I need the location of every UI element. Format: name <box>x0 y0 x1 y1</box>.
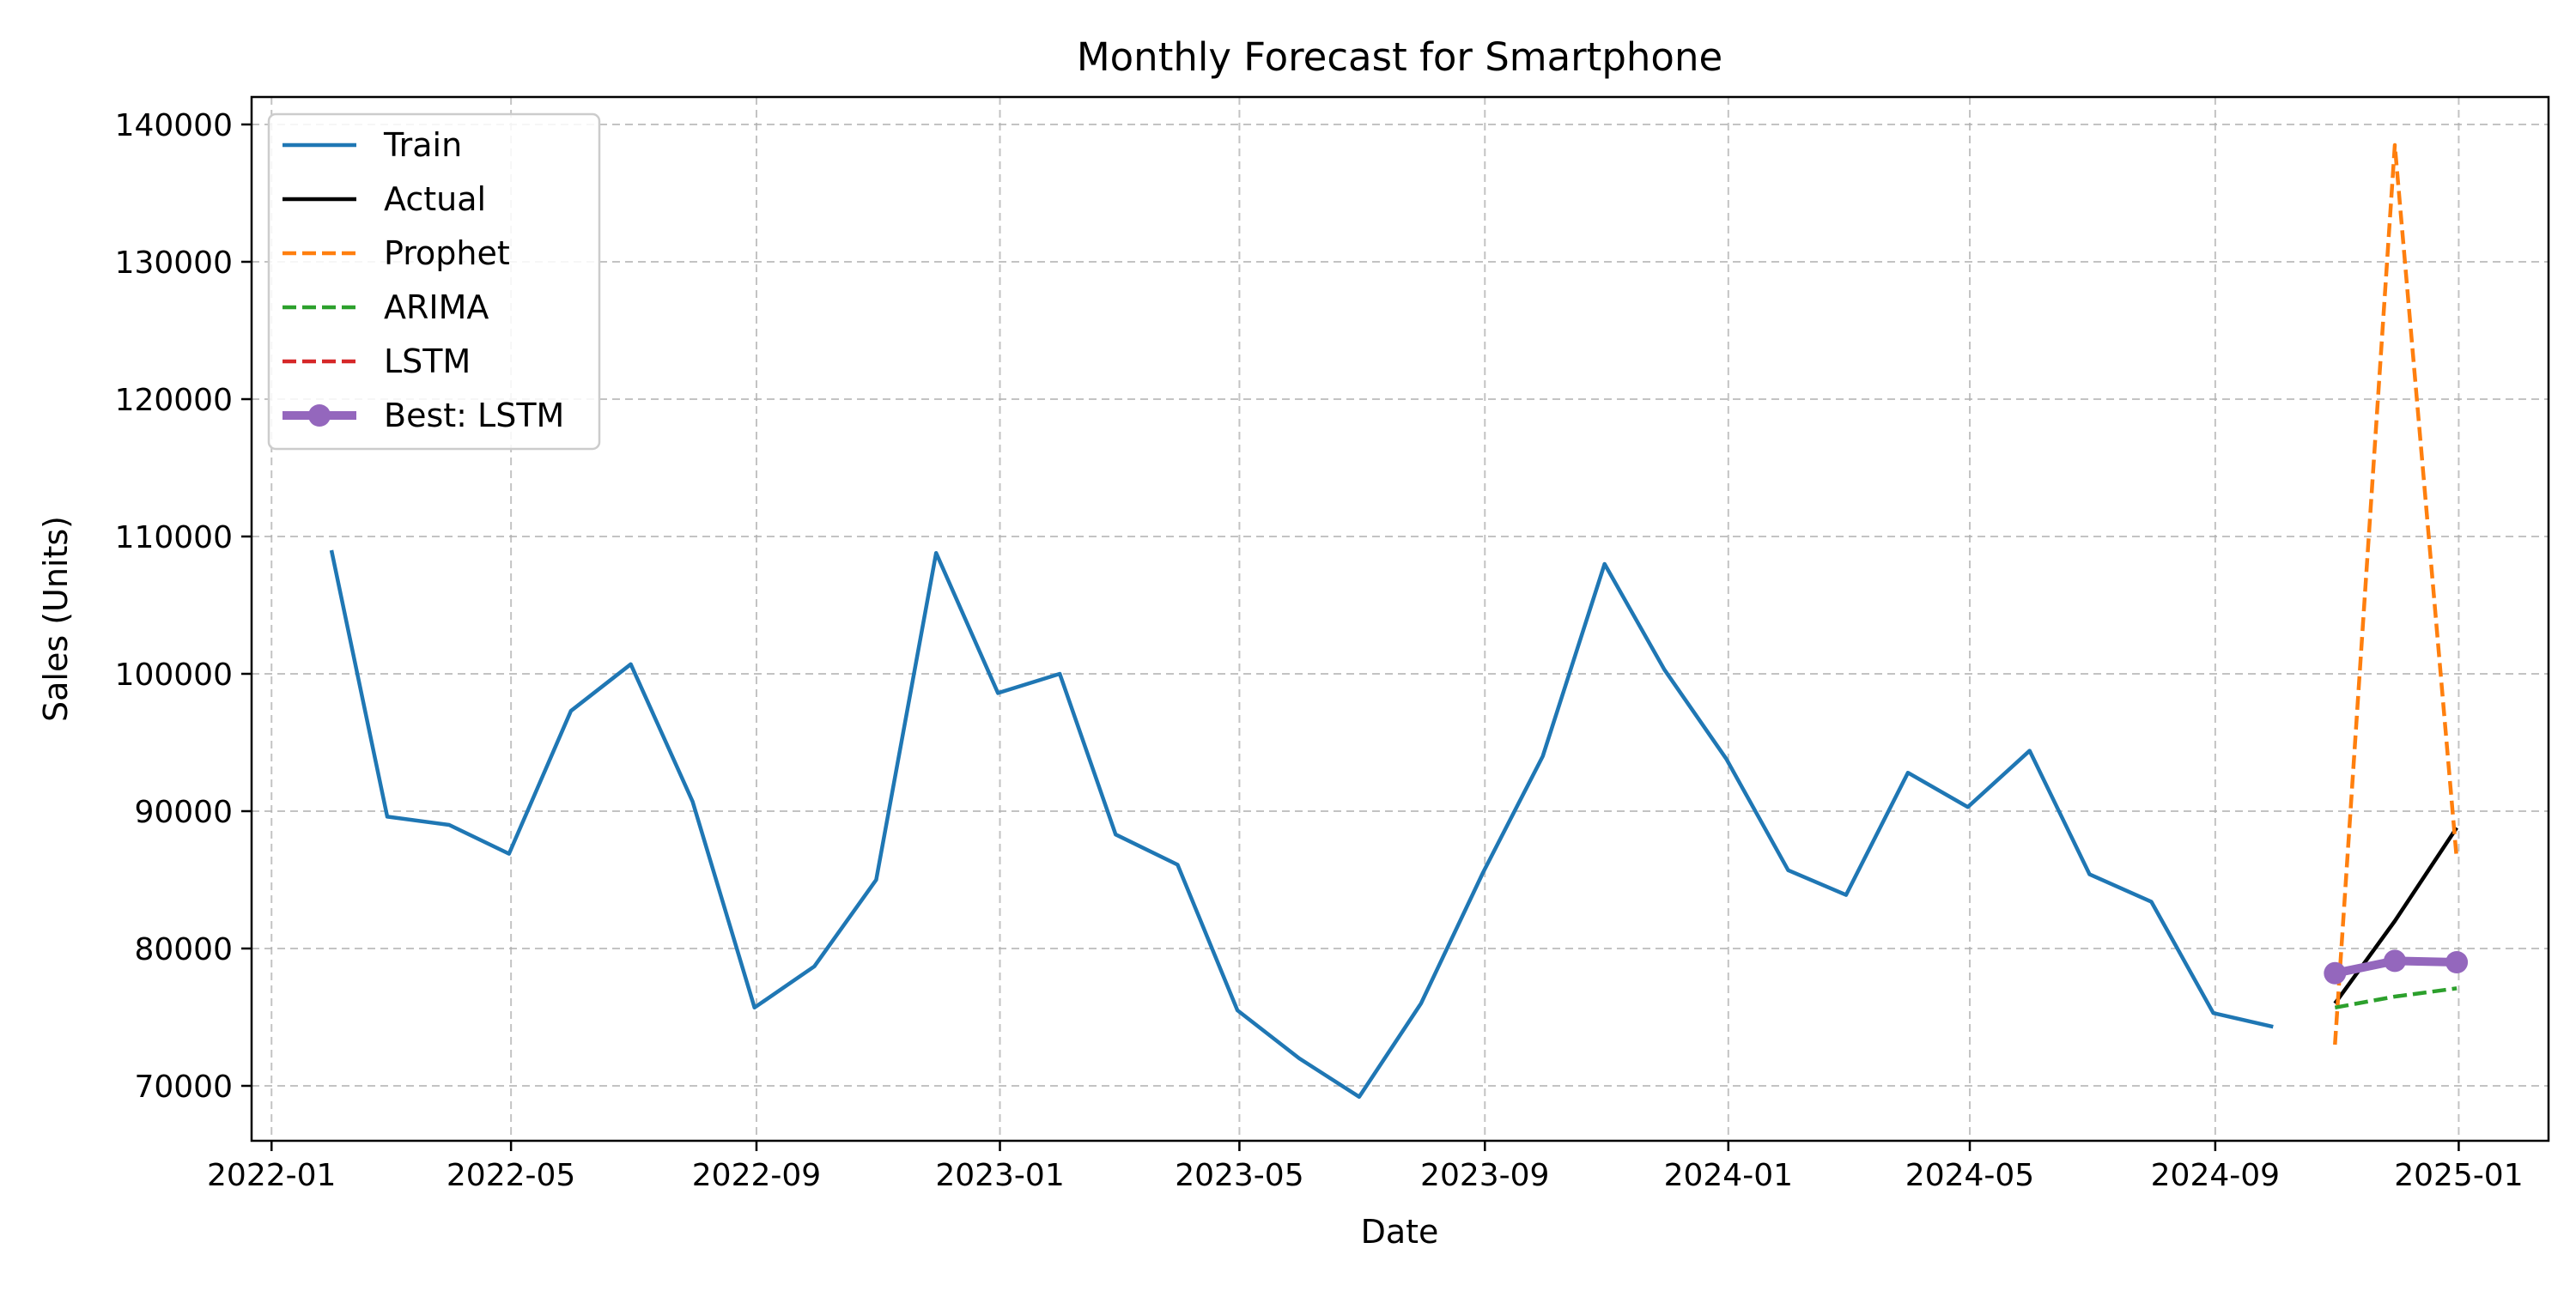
series-point-best-lstm <box>2384 949 2407 973</box>
x-tick-label: 2022-01 <box>207 1158 336 1193</box>
grid-layer <box>252 97 2549 1141</box>
y-tick-label: 90000 <box>134 795 233 830</box>
series-line-arima <box>2334 986 2458 1010</box>
y-axis-label: Sales (Units) <box>37 516 75 722</box>
series-line-prophet <box>2333 142 2459 1046</box>
legend-marker-best-lstm <box>308 404 331 427</box>
legend-label-arima: ARIMA <box>384 288 489 326</box>
plot-frame <box>250 95 2550 1143</box>
series-point-best-lstm <box>2445 951 2469 973</box>
legend-label-train: Train <box>383 126 462 164</box>
legend-label-best-lstm: Best: LSTM <box>384 397 564 434</box>
series-point-best-lstm <box>2324 961 2347 985</box>
x-tick-label: 2024-05 <box>1905 1158 2034 1193</box>
series-line-actual <box>2333 826 2458 1005</box>
y-tick-label: 130000 <box>115 245 233 281</box>
tick-layer: 2022-01 2022-05 2022-09 2023-01 2023-05 2023-… <box>115 108 2524 1193</box>
legend-label-prophet: Prophet <box>384 234 510 272</box>
x-tick-label: 2023-01 <box>935 1158 1064 1193</box>
x-tick-label: 2024-01 <box>1664 1158 1793 1193</box>
x-axis-label: Date <box>1361 1213 1439 1251</box>
legend: Train Actual Prophet ARIMA LSTM Best: LSTM <box>267 112 601 451</box>
chart-title: Monthly Forecast for Smartphone <box>1077 34 1722 80</box>
x-tick-label: 2022-09 <box>692 1158 821 1193</box>
x-tick-label: 2024-09 <box>2151 1158 2280 1193</box>
x-tick-label: 2025-01 <box>2394 1158 2523 1193</box>
y-tick-label: 80000 <box>134 932 233 967</box>
y-tick-label: 120000 <box>115 383 233 418</box>
series-layer <box>329 142 2469 1100</box>
legend-label-lstm: LSTM <box>384 342 471 380</box>
x-tick-label: 2023-05 <box>1175 1158 1303 1193</box>
series-line-train <box>329 549 2274 1100</box>
y-tick-label: 140000 <box>115 108 233 143</box>
y-tick-label: 100000 <box>115 658 233 693</box>
x-tick-label: 2022-05 <box>447 1158 575 1193</box>
legend-label-actual: Actual <box>384 180 486 218</box>
x-tick-label: 2023-09 <box>1420 1158 1549 1193</box>
y-tick-label: 110000 <box>115 520 233 555</box>
y-tick-label: 70000 <box>134 1070 233 1105</box>
